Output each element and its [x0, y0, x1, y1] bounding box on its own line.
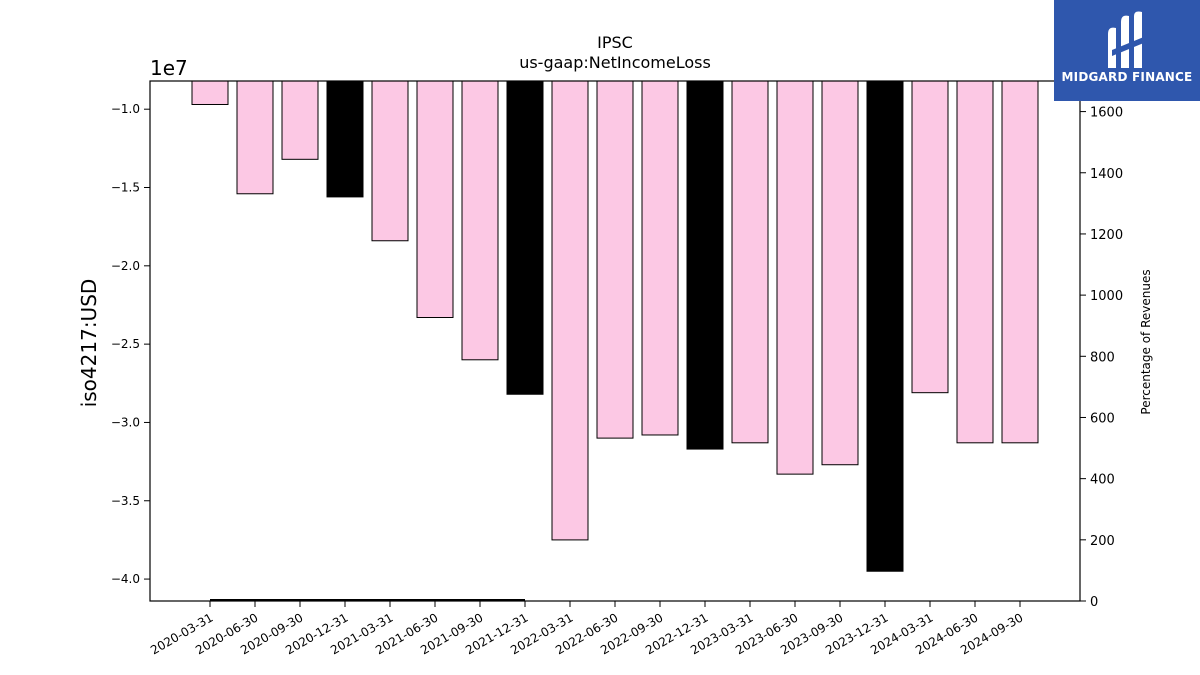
bar-2021-09-30 [461, 80, 499, 361]
bar-2021-06-30 [416, 80, 454, 319]
y2-tick-label: 1200 [1090, 228, 1123, 243]
bar-2023-12-31 [866, 80, 904, 572]
bar-2024-06-30 [956, 80, 994, 444]
bar-2022-06-30 [596, 80, 634, 439]
chart-subtitle: us-gaap:NetIncomeLoss [519, 53, 711, 72]
y-tick-label: −1.5 [111, 181, 140, 195]
bar-2022-09-30 [641, 80, 679, 436]
bar-2022-12-31 [686, 80, 724, 450]
bar-2021-03-31 [371, 80, 409, 242]
y-tick-label: −3.0 [111, 415, 140, 429]
y-tick-label: −2.5 [111, 337, 140, 351]
y-offset-label: 1e7 [150, 56, 188, 80]
bar-2020-06-30 [236, 80, 274, 195]
y2-tick-label: 400 [1090, 473, 1115, 488]
y2-tick-label: 1600 [1090, 106, 1123, 121]
bars-layer [191, 80, 1039, 572]
midgard-logo-icon [1108, 11, 1146, 69]
bar-2023-03-31 [731, 80, 769, 444]
bar-2020-09-30 [281, 80, 319, 160]
y2-tick-label: 1000 [1090, 289, 1123, 304]
y-tick-label: −4.0 [111, 572, 140, 586]
y2-tick-label: 0 [1090, 595, 1098, 610]
bar-2021-12-31 [506, 80, 544, 395]
y-tick-label: −2.0 [111, 259, 140, 273]
bar-2024-09-30 [1001, 80, 1039, 444]
bar-2020-12-31 [326, 80, 364, 198]
midgard-finance-logo: MIDGARD FINANCE [1054, 0, 1200, 101]
bar-2020-03-31 [191, 80, 229, 105]
brand-name: MIDGARD FINANCE [1061, 70, 1193, 84]
bar-2022-03-31 [551, 80, 589, 541]
y-tick-label: −1.0 [111, 102, 140, 116]
bar-2023-09-30 [821, 80, 859, 466]
y-tick-label: −3.5 [111, 494, 140, 508]
y2-axis-label: Percentage of Revenues [1139, 269, 1153, 414]
y2-tick-label: 600 [1090, 411, 1115, 426]
y2-tick-label: 1400 [1090, 167, 1123, 182]
y2-tick-label: 200 [1090, 534, 1115, 549]
y-axis-label: iso4217:USD [77, 279, 101, 408]
bar-2023-06-30 [776, 80, 814, 475]
chart-title: IPSC [597, 33, 633, 52]
bar-2024-03-31 [911, 80, 949, 394]
y2-tick-label: 800 [1090, 350, 1115, 365]
